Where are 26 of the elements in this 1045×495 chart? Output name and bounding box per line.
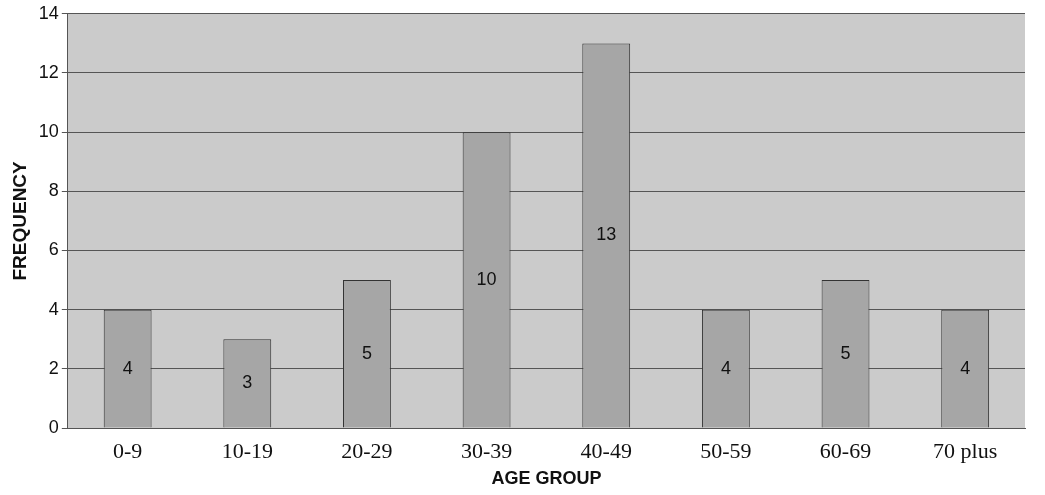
- data-label: 10: [476, 268, 497, 289]
- data-label: 3: [242, 372, 253, 393]
- y-tick-label: 6: [48, 239, 59, 260]
- y-tick-label: 2: [48, 357, 59, 378]
- y-tick-label: 4: [48, 298, 59, 319]
- y-tick-label: 0: [48, 416, 59, 437]
- y-tick-label: 14: [38, 2, 59, 23]
- y-axis-title: FREQUENCY: [8, 160, 30, 281]
- data-label: 4: [122, 357, 133, 378]
- x-tick-label: 10-19: [221, 437, 273, 463]
- x-tick-label: 70 plus: [933, 437, 998, 463]
- x-axis-title: AGE GROUP: [491, 468, 602, 489]
- data-label: 4: [960, 357, 971, 378]
- x-tick-label: 30-39: [460, 437, 513, 463]
- x-tick-label: 40-49: [580, 437, 632, 463]
- data-label: 5: [840, 342, 851, 363]
- x-tick-label: 0-9: [112, 437, 143, 463]
- x-tick-label: 20-29: [341, 437, 393, 463]
- data-label: 13: [596, 224, 617, 245]
- x-tick-label: 50-59: [700, 437, 752, 463]
- y-tick-label: 12: [38, 61, 59, 82]
- data-label: 4: [720, 357, 731, 378]
- data-label: 5: [361, 342, 372, 363]
- y-tick-label: 8: [48, 180, 59, 201]
- y-tick-label: 10: [38, 121, 59, 142]
- x-tick-label: 60-69: [819, 437, 872, 463]
